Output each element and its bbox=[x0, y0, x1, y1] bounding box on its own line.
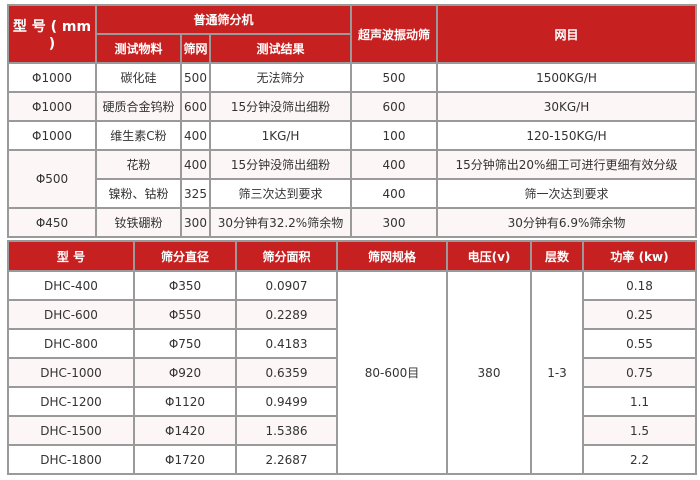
cell-result: 无法筛分 bbox=[209, 62, 352, 93]
table-row: DHC-600 Φ550 0.2289 0.25 bbox=[7, 299, 697, 330]
cell-material: 花粉 bbox=[95, 149, 182, 180]
column-header: 筛网规格 bbox=[336, 240, 448, 272]
cell-power: 0.25 bbox=[582, 299, 697, 330]
cell-mesh-result: 120-150KG/H bbox=[436, 120, 697, 151]
header-ultrasonic: 超声波振动筛 bbox=[350, 4, 438, 64]
cell-model: Φ450 bbox=[7, 207, 97, 238]
cell-diameter: Φ1420 bbox=[133, 415, 237, 446]
table-row: DHC-1800 Φ1720 2.2687 2.2 bbox=[7, 444, 697, 475]
cell-material: 硬质合金钨粉 bbox=[95, 91, 182, 122]
table-row: 镍粉、钴粉 325 筛三次达到要求 400 筛一次达到要求 bbox=[8, 178, 697, 209]
cell-model: Φ1000 bbox=[7, 62, 97, 93]
cell-result: 15分钟没筛出细粉 bbox=[209, 149, 352, 180]
cell-ultrasonic: 600 bbox=[350, 91, 438, 122]
cell-model: DHC-800 bbox=[7, 328, 135, 359]
cell-mesh: 325 bbox=[180, 178, 211, 209]
table-row: DHC-1500 Φ1420 1.5386 1.5 bbox=[7, 415, 697, 446]
table-row: Φ1000 碳化硅 500 无法筛分 500 1500KG/H bbox=[7, 62, 697, 93]
cell-ultrasonic: 400 bbox=[350, 149, 438, 180]
cell-material: 镍粉、钴粉 bbox=[95, 178, 182, 209]
header-mesh-result: 网目 bbox=[436, 4, 697, 64]
cell-mesh-result: 筛一次达到要求 bbox=[436, 178, 697, 209]
cell-mesh-spec: 80-600目 bbox=[336, 270, 448, 475]
comparison-table: 型 号 ( mm ) 普通筛分机 超声波振动筛 网目 测试物料 筛网 测试结果 … bbox=[7, 4, 697, 238]
cell-diameter: Φ1120 bbox=[133, 386, 237, 417]
table-row: Φ1000 维生素C粉 400 1KG/H 100 120-150KG/H bbox=[7, 120, 697, 151]
table-row: DHC-1200 Φ1120 0.9499 1.1 bbox=[7, 386, 697, 417]
cell-mesh: 300 bbox=[180, 207, 211, 238]
cell-mesh-result: 30KG/H bbox=[436, 91, 697, 122]
cell-model: Φ1000 bbox=[7, 120, 97, 151]
specs-table: 型 号筛分直径 筛分面积 筛网规格 电压(v) 层数 功率 (kw) DHC-400 Φ35… bbox=[7, 240, 697, 475]
cell-result: 30分钟有32.2%筛余物 bbox=[209, 207, 352, 238]
cell-mesh: 500 bbox=[180, 62, 211, 93]
cell-result: 15分钟没筛出细粉 bbox=[209, 91, 352, 122]
cell-layers: 1-3 bbox=[530, 270, 584, 475]
header-mesh: 筛网 bbox=[180, 33, 211, 64]
cell-ultrasonic: 300 bbox=[350, 207, 438, 238]
cell-result: 1KG/H bbox=[209, 120, 352, 151]
table-row: Φ500 花粉 400 15分钟没筛出细粉 400 15分钟筛出20%细工可进行更细有效分… bbox=[7, 149, 697, 209]
header-material: 测试物料 bbox=[95, 33, 182, 64]
cell-mesh-result: 15分钟筛出20%细工可进行更细有效分级 bbox=[436, 149, 697, 180]
cell-model: DHC-1000 bbox=[7, 357, 135, 388]
cell-diameter: Φ750 bbox=[133, 328, 237, 359]
cell-mesh: 600 bbox=[180, 91, 211, 122]
cell-area: 0.4183 bbox=[235, 328, 338, 359]
cell-diameter: Φ920 bbox=[133, 357, 237, 388]
cell-ultrasonic: 400 bbox=[350, 178, 438, 209]
cell-model: DHC-1500 bbox=[7, 415, 135, 446]
column-header: 电压(v) bbox=[446, 240, 532, 272]
cell-ultrasonic: 500 bbox=[350, 62, 438, 93]
cell-model: DHC-600 bbox=[7, 299, 135, 330]
cell-model: DHC-400 bbox=[7, 270, 135, 301]
cell-mesh: 400 bbox=[180, 120, 211, 151]
cell-power: 1.5 bbox=[582, 415, 697, 446]
cell-material: 维生素C粉 bbox=[95, 120, 182, 151]
cell-area: 0.9499 bbox=[235, 386, 338, 417]
cell-area: 2.2687 bbox=[235, 444, 338, 475]
table-row: DHC-800 Φ750 0.4183 0.55 bbox=[7, 328, 697, 359]
header-model: 型 号 ( mm ) bbox=[7, 4, 97, 64]
header-result: 测试结果 bbox=[209, 33, 352, 64]
cell-model: Φ500 bbox=[7, 149, 97, 209]
cell-area: 1.5386 bbox=[235, 415, 338, 446]
cell-diameter: Φ350 bbox=[133, 270, 237, 301]
cell-mesh: 400 bbox=[180, 149, 211, 180]
cell-model: Φ1000 bbox=[7, 91, 97, 122]
cell-power: 0.75 bbox=[582, 357, 697, 388]
cell-voltage: 380 bbox=[446, 270, 532, 475]
cell-area: 0.6359 bbox=[235, 357, 338, 388]
cell-power: 0.55 bbox=[582, 328, 697, 359]
cell-area: 0.0907 bbox=[235, 270, 338, 301]
column-header: 筛分面积 bbox=[235, 240, 338, 272]
cell-diameter: Φ550 bbox=[133, 299, 237, 330]
cell-result: 筛三次达到要求 bbox=[209, 178, 352, 209]
table-row: DHC-1000 Φ920 0.6359 0.75 bbox=[7, 357, 697, 388]
cell-model: DHC-1800 bbox=[7, 444, 135, 475]
cell-material: 钕铁硼粉 bbox=[95, 207, 182, 238]
cell-mesh-result: 1500KG/H bbox=[436, 62, 697, 93]
table-row: Φ450 钕铁硼粉 300 30分钟有32.2%筛余物 300 30分钟有6.9%筛余物 bbox=[7, 207, 697, 238]
table-row: DHC-400 Φ350 0.0907 80-600目 380 1-3 0.18 bbox=[7, 270, 697, 475]
column-header: 筛分直径 bbox=[133, 240, 237, 272]
cell-diameter: Φ1720 bbox=[133, 444, 237, 475]
cell-mesh-result: 30分钟有6.9%筛余物 bbox=[436, 207, 697, 238]
cell-power: 0.18 bbox=[582, 270, 697, 301]
cell-power: 2.2 bbox=[582, 444, 697, 475]
header-normal-group: 普通筛分机 bbox=[95, 4, 352, 35]
cell-material: 碳化硅 bbox=[95, 62, 182, 93]
column-header: 层数 bbox=[530, 240, 584, 272]
cell-model: DHC-1200 bbox=[7, 386, 135, 417]
cell-ultrasonic: 100 bbox=[350, 120, 438, 151]
table-row: Φ1000 硬质合金钨粉 600 15分钟没筛出细粉 600 30KG/H bbox=[7, 91, 697, 122]
cell-power: 1.1 bbox=[582, 386, 697, 417]
column-header: 型 号 bbox=[7, 240, 135, 272]
column-header: 功率 (kw) bbox=[582, 240, 697, 272]
cell-area: 0.2289 bbox=[235, 299, 338, 330]
